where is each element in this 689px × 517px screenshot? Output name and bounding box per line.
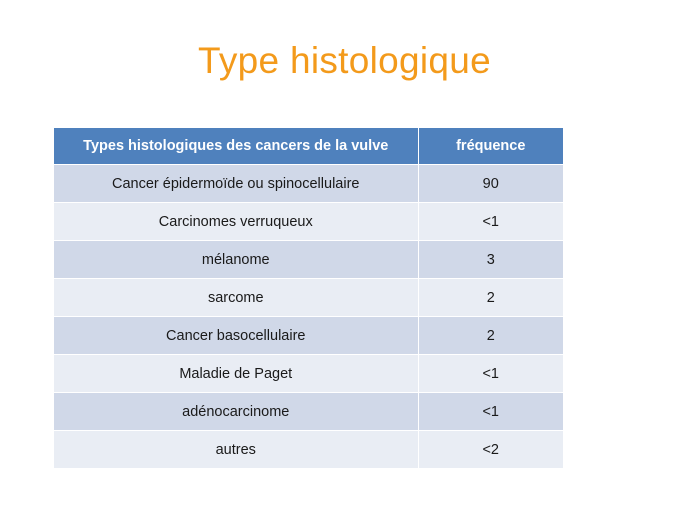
header-type: Types histologiques des cancers de la vu… [54, 128, 419, 165]
table-row: Cancer épidermoïde ou spinocellulaire 90 [54, 164, 563, 203]
table-row: sarcome 2 [54, 278, 563, 317]
table-row: Cancer basocellulaire 2 [54, 316, 563, 355]
table-row: Carcinomes verruqueux <1 [54, 202, 563, 241]
cell-frequency: 3 [418, 240, 563, 279]
table-row: mélanome 3 [54, 240, 563, 279]
cell-frequency: 90 [418, 164, 563, 203]
table-row: Maladie de Paget <1 [54, 354, 563, 393]
cell-type: Cancer épidermoïde ou spinocellulaire [54, 164, 419, 203]
cell-type: mélanome [54, 240, 419, 279]
table-header-row: Types histologiques des cancers de la vu… [54, 128, 563, 165]
cell-type: Carcinomes verruqueux [54, 202, 419, 241]
cell-frequency: <1 [418, 354, 563, 393]
cell-frequency: 2 [418, 278, 563, 317]
histology-table: Types histologiques des cancers de la vu… [54, 128, 563, 468]
table-row: adénocarcinome <1 [54, 392, 563, 431]
cell-type: adénocarcinome [54, 392, 419, 431]
cell-frequency: 2 [418, 316, 563, 355]
cell-frequency: <1 [418, 202, 563, 241]
cell-type: sarcome [54, 278, 419, 317]
cell-type: Maladie de Paget [54, 354, 419, 393]
cell-type: Cancer basocellulaire [54, 316, 419, 355]
cell-type: autres [54, 430, 419, 468]
cell-frequency: <2 [418, 430, 563, 468]
table-row: autres <2 [54, 430, 563, 468]
slide-title: Type histologique [197, 40, 492, 81]
cell-frequency: <1 [418, 392, 563, 431]
header-frequency: fréquence [418, 128, 563, 165]
